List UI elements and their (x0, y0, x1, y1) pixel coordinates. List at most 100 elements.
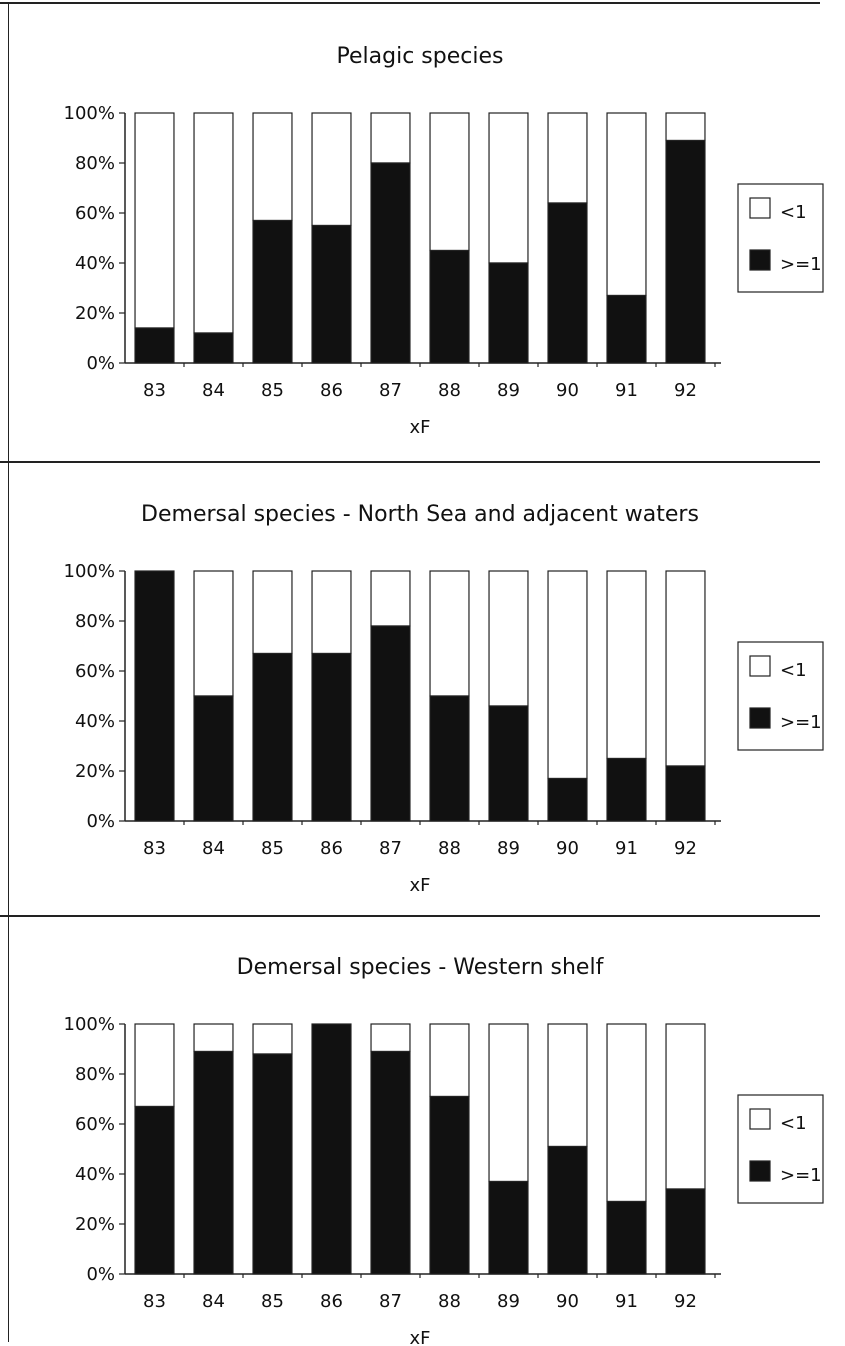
y-tick-label: 0% (86, 811, 115, 832)
x-tick-label: 85 (261, 380, 284, 401)
x-tick-label: 92 (674, 1291, 697, 1312)
x-tick-label: 88 (438, 380, 461, 401)
x-tick-label: 87 (379, 380, 402, 401)
y-tick-label: 80% (75, 153, 115, 174)
bar-segment-ge1 (606, 757, 647, 822)
bar-segment-lt1 (665, 112, 706, 142)
x-tick-label: 91 (615, 838, 638, 859)
x-axis-title: xF (409, 1328, 430, 1346)
x-tick-label: 91 (615, 1291, 638, 1312)
legend-swatch (749, 197, 771, 219)
y-tick-label: 80% (75, 1064, 115, 1085)
bar-segment-ge1 (370, 162, 411, 364)
chart-panel-demersal-western-shelf: Demersal species - Western shelf 0% 20% 40%… (0, 915, 845, 1346)
bar-segment-lt1 (193, 570, 234, 697)
bar-segment-ge1 (311, 224, 352, 364)
x-tick-label: 86 (320, 838, 343, 859)
bar-segment-ge1 (311, 652, 352, 822)
bar-segment-lt1 (252, 1023, 293, 1055)
bar-segment-lt1 (370, 570, 411, 627)
legend-swatch (749, 655, 771, 677)
bar-segment-ge1 (134, 1105, 175, 1275)
bar-segment-lt1 (370, 1023, 411, 1053)
bar-segment-ge1 (488, 1180, 529, 1275)
x-tick-label: 85 (261, 1291, 284, 1312)
y-tick-label: 40% (75, 253, 115, 274)
legend-swatch (749, 1108, 771, 1130)
bar-segment-lt1 (193, 112, 234, 334)
x-tick-label: 92 (674, 380, 697, 401)
x-tick-label: 88 (438, 838, 461, 859)
chart-svg-demersal-north-sea: Demersal species - North Sea and adjacen… (64, 502, 824, 896)
bar-segment-ge1 (665, 1188, 706, 1275)
bar-segment-ge1 (429, 695, 470, 822)
bar-segment-ge1 (606, 1200, 647, 1275)
x-tick-label: 91 (615, 380, 638, 401)
bar-segment-lt1 (488, 112, 529, 264)
x-tick-label: 88 (438, 1291, 461, 1312)
bar-segment-lt1 (311, 112, 352, 227)
legend-label: >=1 (780, 254, 822, 275)
bar-segment-ge1 (665, 139, 706, 364)
legend-label: <1 (780, 660, 807, 681)
chart-title: Pelagic species (337, 44, 504, 69)
x-tick-label: 84 (202, 838, 225, 859)
y-tick-label: 20% (75, 761, 115, 782)
bar-segment-lt1 (547, 112, 588, 204)
bar-segment-ge1 (488, 262, 529, 364)
bar-segment-lt1 (606, 1023, 647, 1203)
bar-segment-lt1 (665, 570, 706, 767)
x-axis-title: xF (409, 875, 430, 896)
legend-swatch (749, 249, 771, 271)
y-tick-label: 100% (64, 103, 115, 124)
y-tick-label: 100% (64, 1014, 115, 1035)
chart-title: Demersal species - North Sea and adjacen… (141, 502, 699, 527)
bar-segment-ge1 (547, 1145, 588, 1275)
y-tick-label: 80% (75, 611, 115, 632)
x-tick-label: 83 (143, 838, 166, 859)
bar-segment-lt1 (547, 570, 588, 780)
x-tick-label: 92 (674, 838, 697, 859)
bar-segment-lt1 (488, 570, 529, 707)
bar-segment-lt1 (547, 1023, 588, 1148)
bar-segment-ge1 (429, 1095, 470, 1275)
x-tick-label: 83 (143, 1291, 166, 1312)
bar-segment-ge1 (547, 202, 588, 364)
bar-segment-lt1 (429, 570, 470, 697)
bar-segment-ge1 (134, 570, 175, 822)
bar-segment-ge1 (193, 695, 234, 822)
x-tick-label: 90 (556, 838, 579, 859)
x-tick-label: 84 (202, 1291, 225, 1312)
bar-segment-lt1 (606, 570, 647, 760)
legend-swatch (749, 707, 771, 729)
bar-segment-ge1 (252, 1053, 293, 1275)
bar-segment-ge1 (547, 777, 588, 822)
x-tick-label: 89 (497, 380, 520, 401)
legend-label: >=1 (780, 712, 822, 733)
panel-divider-1 (0, 461, 820, 463)
bar-segment-ge1 (370, 625, 411, 822)
bar-segment-lt1 (429, 1023, 470, 1098)
y-tick-label: 0% (86, 353, 115, 374)
x-tick-label: 90 (556, 1291, 579, 1312)
x-tick-label: 83 (143, 380, 166, 401)
bar-segment-lt1 (134, 112, 175, 329)
legend-label: >=1 (780, 1165, 822, 1186)
bar-segment-lt1 (252, 112, 293, 222)
y-tick-label: 40% (75, 1164, 115, 1185)
legend-label: <1 (780, 202, 807, 223)
x-tick-label: 89 (497, 838, 520, 859)
bar-segment-ge1 (134, 327, 175, 364)
x-tick-label: 86 (320, 380, 343, 401)
y-tick-label: 40% (75, 711, 115, 732)
bar-segment-ge1 (665, 765, 706, 822)
x-tick-label: 84 (202, 380, 225, 401)
frame-left-edge (8, 2, 9, 1342)
panel-divider-top (0, 2, 820, 4)
y-tick-label: 100% (64, 561, 115, 582)
bar-segment-ge1 (311, 1023, 352, 1275)
x-tick-label: 87 (379, 1291, 402, 1312)
y-tick-label: 60% (75, 203, 115, 224)
x-tick-label: 86 (320, 1291, 343, 1312)
x-tick-label: 90 (556, 380, 579, 401)
